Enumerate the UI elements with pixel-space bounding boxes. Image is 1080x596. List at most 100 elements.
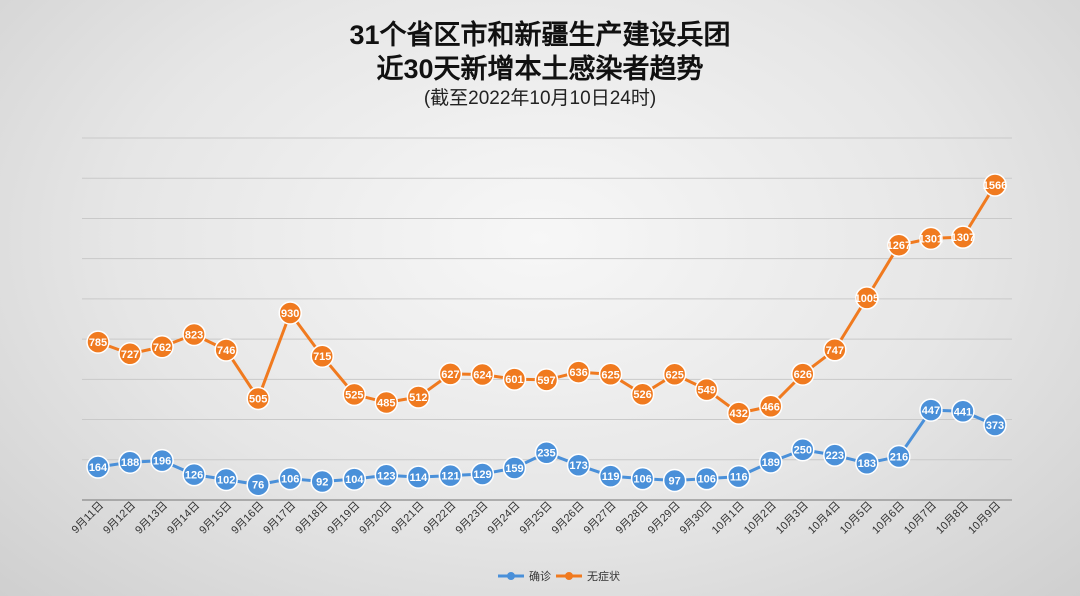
x-tick-label: 9月20日 [357,500,394,537]
data-point [791,362,815,386]
x-tick-label: 9月16日 [229,500,266,537]
data-label: 785 [89,337,107,349]
data-point [86,455,110,479]
data-point [630,382,655,406]
x-tick-label: 9月29日 [646,500,683,537]
data-point [246,472,270,497]
data-label: 183 [858,458,876,470]
data-label: 116 [730,472,748,484]
data-label: 625 [601,369,619,381]
data-point [983,413,1007,437]
data-point [983,173,1007,197]
series-confirmed: 164 188 196 126 102 76 106 92 104 123 114 121 129 159… [86,398,1007,497]
data-label: 601 [505,374,523,386]
data-label: 114 [409,472,428,484]
x-tick-label: 9月11日 [70,500,106,536]
x-tick-label: 9月25日 [518,500,555,537]
data-point [694,377,719,402]
data-label: 746 [217,345,235,357]
legend-label-asymptomatic: 无症状 [587,569,620,583]
data-point [759,394,783,419]
data-point [534,440,559,465]
data-point [118,450,142,474]
data-label: 1267 [887,240,911,252]
series-asymptomatic: 785 727 762 823 746 505 930 715 525 485 512 627 624 6… [86,173,1007,425]
x-tick-label: 9月14日 [165,500,202,537]
x-tick-label: 9月15日 [197,500,234,537]
data-point [86,330,110,354]
data-label: 119 [602,471,620,483]
data-point [470,362,495,387]
data-point [887,233,911,257]
data-label: 92 [316,476,328,488]
x-tick-label: 9月21日 [389,500,426,537]
chart-subtitle: (截至2022年10月10日24时) [423,88,657,109]
data-label: 636 [569,367,587,379]
data-label: 823 [185,329,203,341]
data-point [182,322,206,347]
data-point [566,453,591,477]
x-tick-label: 9月22日 [421,500,458,537]
data-point [278,301,302,325]
data-label: 126 [185,470,203,482]
chart-title-line2: 近30天新增本土感染者趋势 [376,54,704,84]
data-label: 1566 [983,180,1007,192]
data-label: 235 [537,448,555,460]
data-point [566,360,591,384]
data-point [438,463,463,488]
data-label: 223 [826,450,844,462]
data-point [726,464,751,489]
data-point [791,437,815,462]
data-label: 762 [153,342,171,354]
x-tick-label: 10月5日 [838,500,875,537]
data-label: 373 [986,420,1004,432]
data-label: 106 [281,474,299,486]
legend-item-asymptomatic: 无症状 [556,569,620,583]
x-tick-label: 10月9日 [966,500,1003,537]
x-tick-label: 10月8日 [934,500,971,537]
data-label: 164 [89,462,108,474]
data-label: 727 [121,349,139,361]
data-point [598,362,623,387]
legend: 确诊 无症状 [498,569,620,583]
data-point [823,443,847,467]
data-label: 715 [313,351,331,363]
data-label: 526 [633,389,651,401]
data-label: 747 [826,345,844,357]
data-point [662,468,687,493]
series-layer: 164 188 196 126 102 76 106 92 104 123 114 121 129 159… [86,173,1007,497]
data-label: 1307 [951,232,975,244]
data-label: 173 [569,460,587,472]
data-label: 441 [954,406,972,418]
data-point [214,338,238,362]
data-point [919,398,943,422]
data-label: 624 [473,370,492,382]
data-label: 1301 [919,233,943,245]
data-point [694,466,719,491]
data-label: 597 [537,375,555,387]
x-tick-label: 9月19日 [325,500,362,537]
data-point [342,382,367,407]
data-label: 106 [697,474,715,486]
data-label: 102 [217,474,235,486]
data-point [887,444,911,469]
data-point [406,385,431,409]
data-point [374,463,399,488]
x-tick-label: 9月23日 [454,500,491,537]
data-point [150,448,174,473]
data-label: 512 [409,392,427,404]
data-label: 626 [794,369,812,381]
data-label: 189 [762,457,780,469]
x-tick-label: 9月28日 [614,500,651,537]
data-label: 930 [281,308,299,320]
data-label: 123 [377,470,395,482]
data-point [502,367,527,391]
data-label: 216 [890,452,908,464]
x-tick-label: 10月4日 [806,500,843,537]
data-point [342,467,367,491]
data-point [214,467,238,492]
data-label: 525 [345,389,363,401]
data-point [438,362,463,386]
x-tick-label: 9月24日 [486,500,523,537]
legend-item-confirmed: 确诊 [498,569,551,583]
